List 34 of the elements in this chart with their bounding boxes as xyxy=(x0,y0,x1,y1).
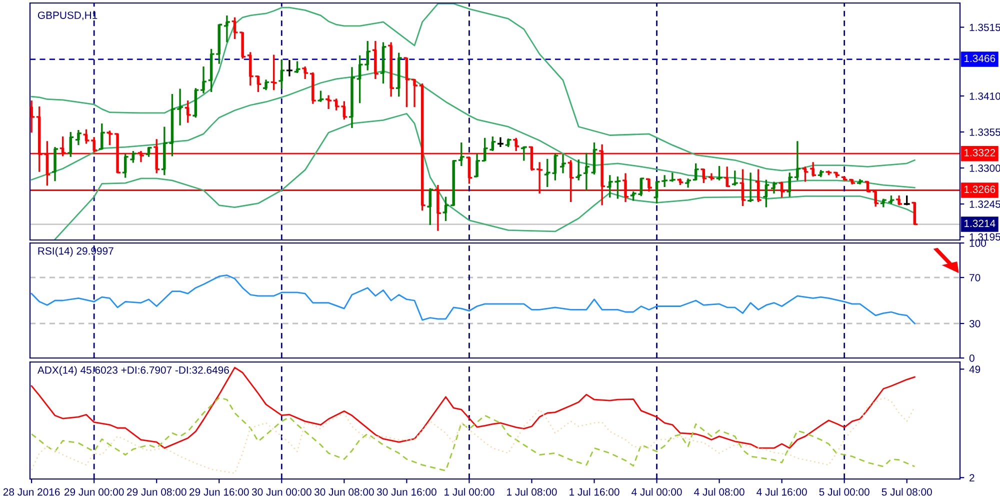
ref-line-label: 1.3266 xyxy=(964,186,996,194)
x-tick-label: 5 Jul 08:00 xyxy=(882,488,932,496)
x-tick-label: 28 Jun 2016 xyxy=(3,488,60,496)
x-tick-label: 29 Jun 16:00 xyxy=(190,488,249,496)
y-tick-label: 0 xyxy=(969,354,974,362)
text: GBPUSD,H1 xyxy=(38,12,98,20)
y-tick-label: 1.3355 xyxy=(970,128,1000,136)
x-tick-label: 30 Jun 00:00 xyxy=(252,488,312,496)
y-tick-label: 1.3300 xyxy=(970,164,1000,172)
chart-title: ADX(14) 45.6023 +DI:6.7907 -DI:32.6496 xyxy=(37,366,229,376)
y-tick-label: 70 xyxy=(970,274,980,282)
y-tick-label: 1.3195 xyxy=(970,233,1000,241)
y-tick-label: 1.3245 xyxy=(970,200,1000,208)
ref-line-label: 1.3214 xyxy=(964,220,996,228)
x-tick-label: 5 Jul 00:00 xyxy=(819,488,870,496)
x-tick-label: 1 Jul 16:00 xyxy=(570,488,620,496)
x-tick-label: 1 Jul 08:00 xyxy=(507,488,557,496)
x-tick-label: 30 Jun 16:00 xyxy=(376,488,436,496)
x-tick-label: 30 Jun 08:00 xyxy=(314,488,374,496)
chart-title: RSI(14) 29.9997 xyxy=(38,247,114,257)
ref-line-label: 1.3466 xyxy=(964,54,996,62)
y-tick-label: 49 xyxy=(969,366,980,374)
x-tick-label: 4 Jul 08:00 xyxy=(694,488,744,496)
x-tick-label: 4 Jul 16:00 xyxy=(756,488,807,496)
ref-line-label: 1.3322 xyxy=(964,149,996,156)
y-tick-label: 30 xyxy=(969,320,980,328)
x-tick-label: 29 Jun 00:00 xyxy=(64,488,124,496)
x-tick-label: 1 Jul 00:00 xyxy=(444,488,494,496)
y-tick-label: 1.3410 xyxy=(970,92,1000,100)
y-tick-label: 2 xyxy=(970,474,974,482)
x-tick-label: 29 Jun 08:00 xyxy=(127,488,186,496)
x-tick-label: 4 Jul 00:00 xyxy=(632,488,682,496)
y-tick-label: 100 xyxy=(970,240,986,247)
y-tick-label: 1.3515 xyxy=(970,24,1000,32)
